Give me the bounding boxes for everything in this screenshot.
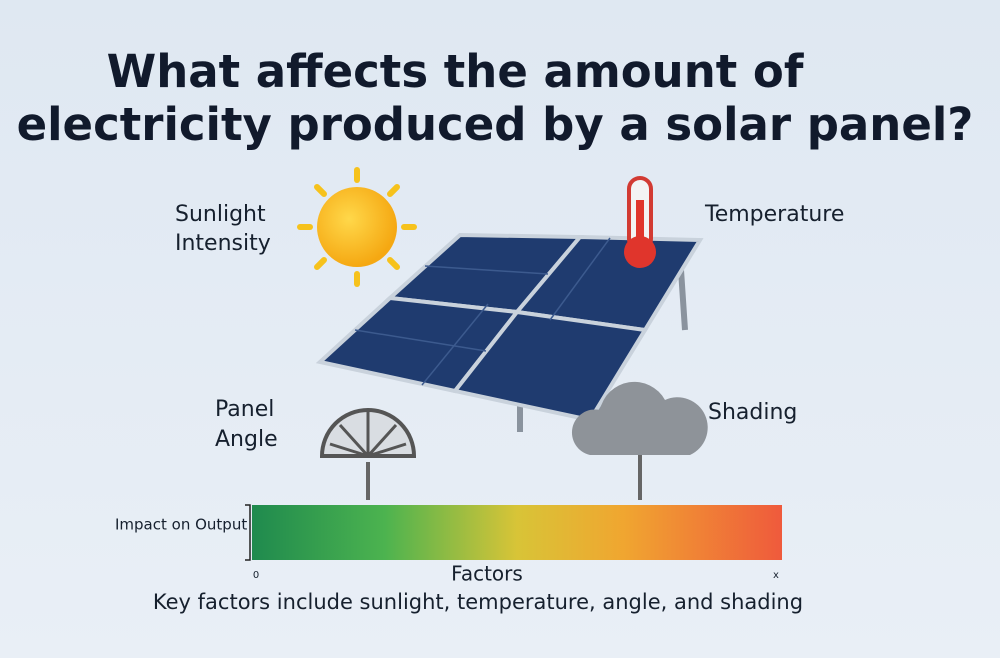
bracket (245, 504, 251, 561)
cloud-icon (571, 381, 708, 500)
sun-icon (297, 167, 417, 287)
protractor-icon (319, 408, 417, 500)
caption: Key factors include sunlight, temperatur… (153, 590, 803, 614)
impact-gradient-bar (252, 505, 782, 560)
scale-end-label: x (773, 570, 779, 581)
title-line: What affects the amount of (107, 45, 804, 98)
title-line: electricity produced by a solar panel? (17, 98, 974, 151)
scale-start-label: 0 (253, 570, 259, 581)
factor-label: Intensity (175, 231, 271, 256)
factor-label: Panel (215, 397, 274, 422)
factor-label: Angle (215, 427, 278, 452)
thermometer-icon (624, 176, 656, 268)
factor-label: Temperature (704, 202, 844, 227)
scale-title: Factors (451, 562, 523, 586)
factor-label: Shading (708, 400, 797, 425)
factor-label: Sunlight (175, 202, 266, 227)
axis-label: Impact on Output (115, 516, 247, 534)
solar-panel (315, 232, 704, 432)
